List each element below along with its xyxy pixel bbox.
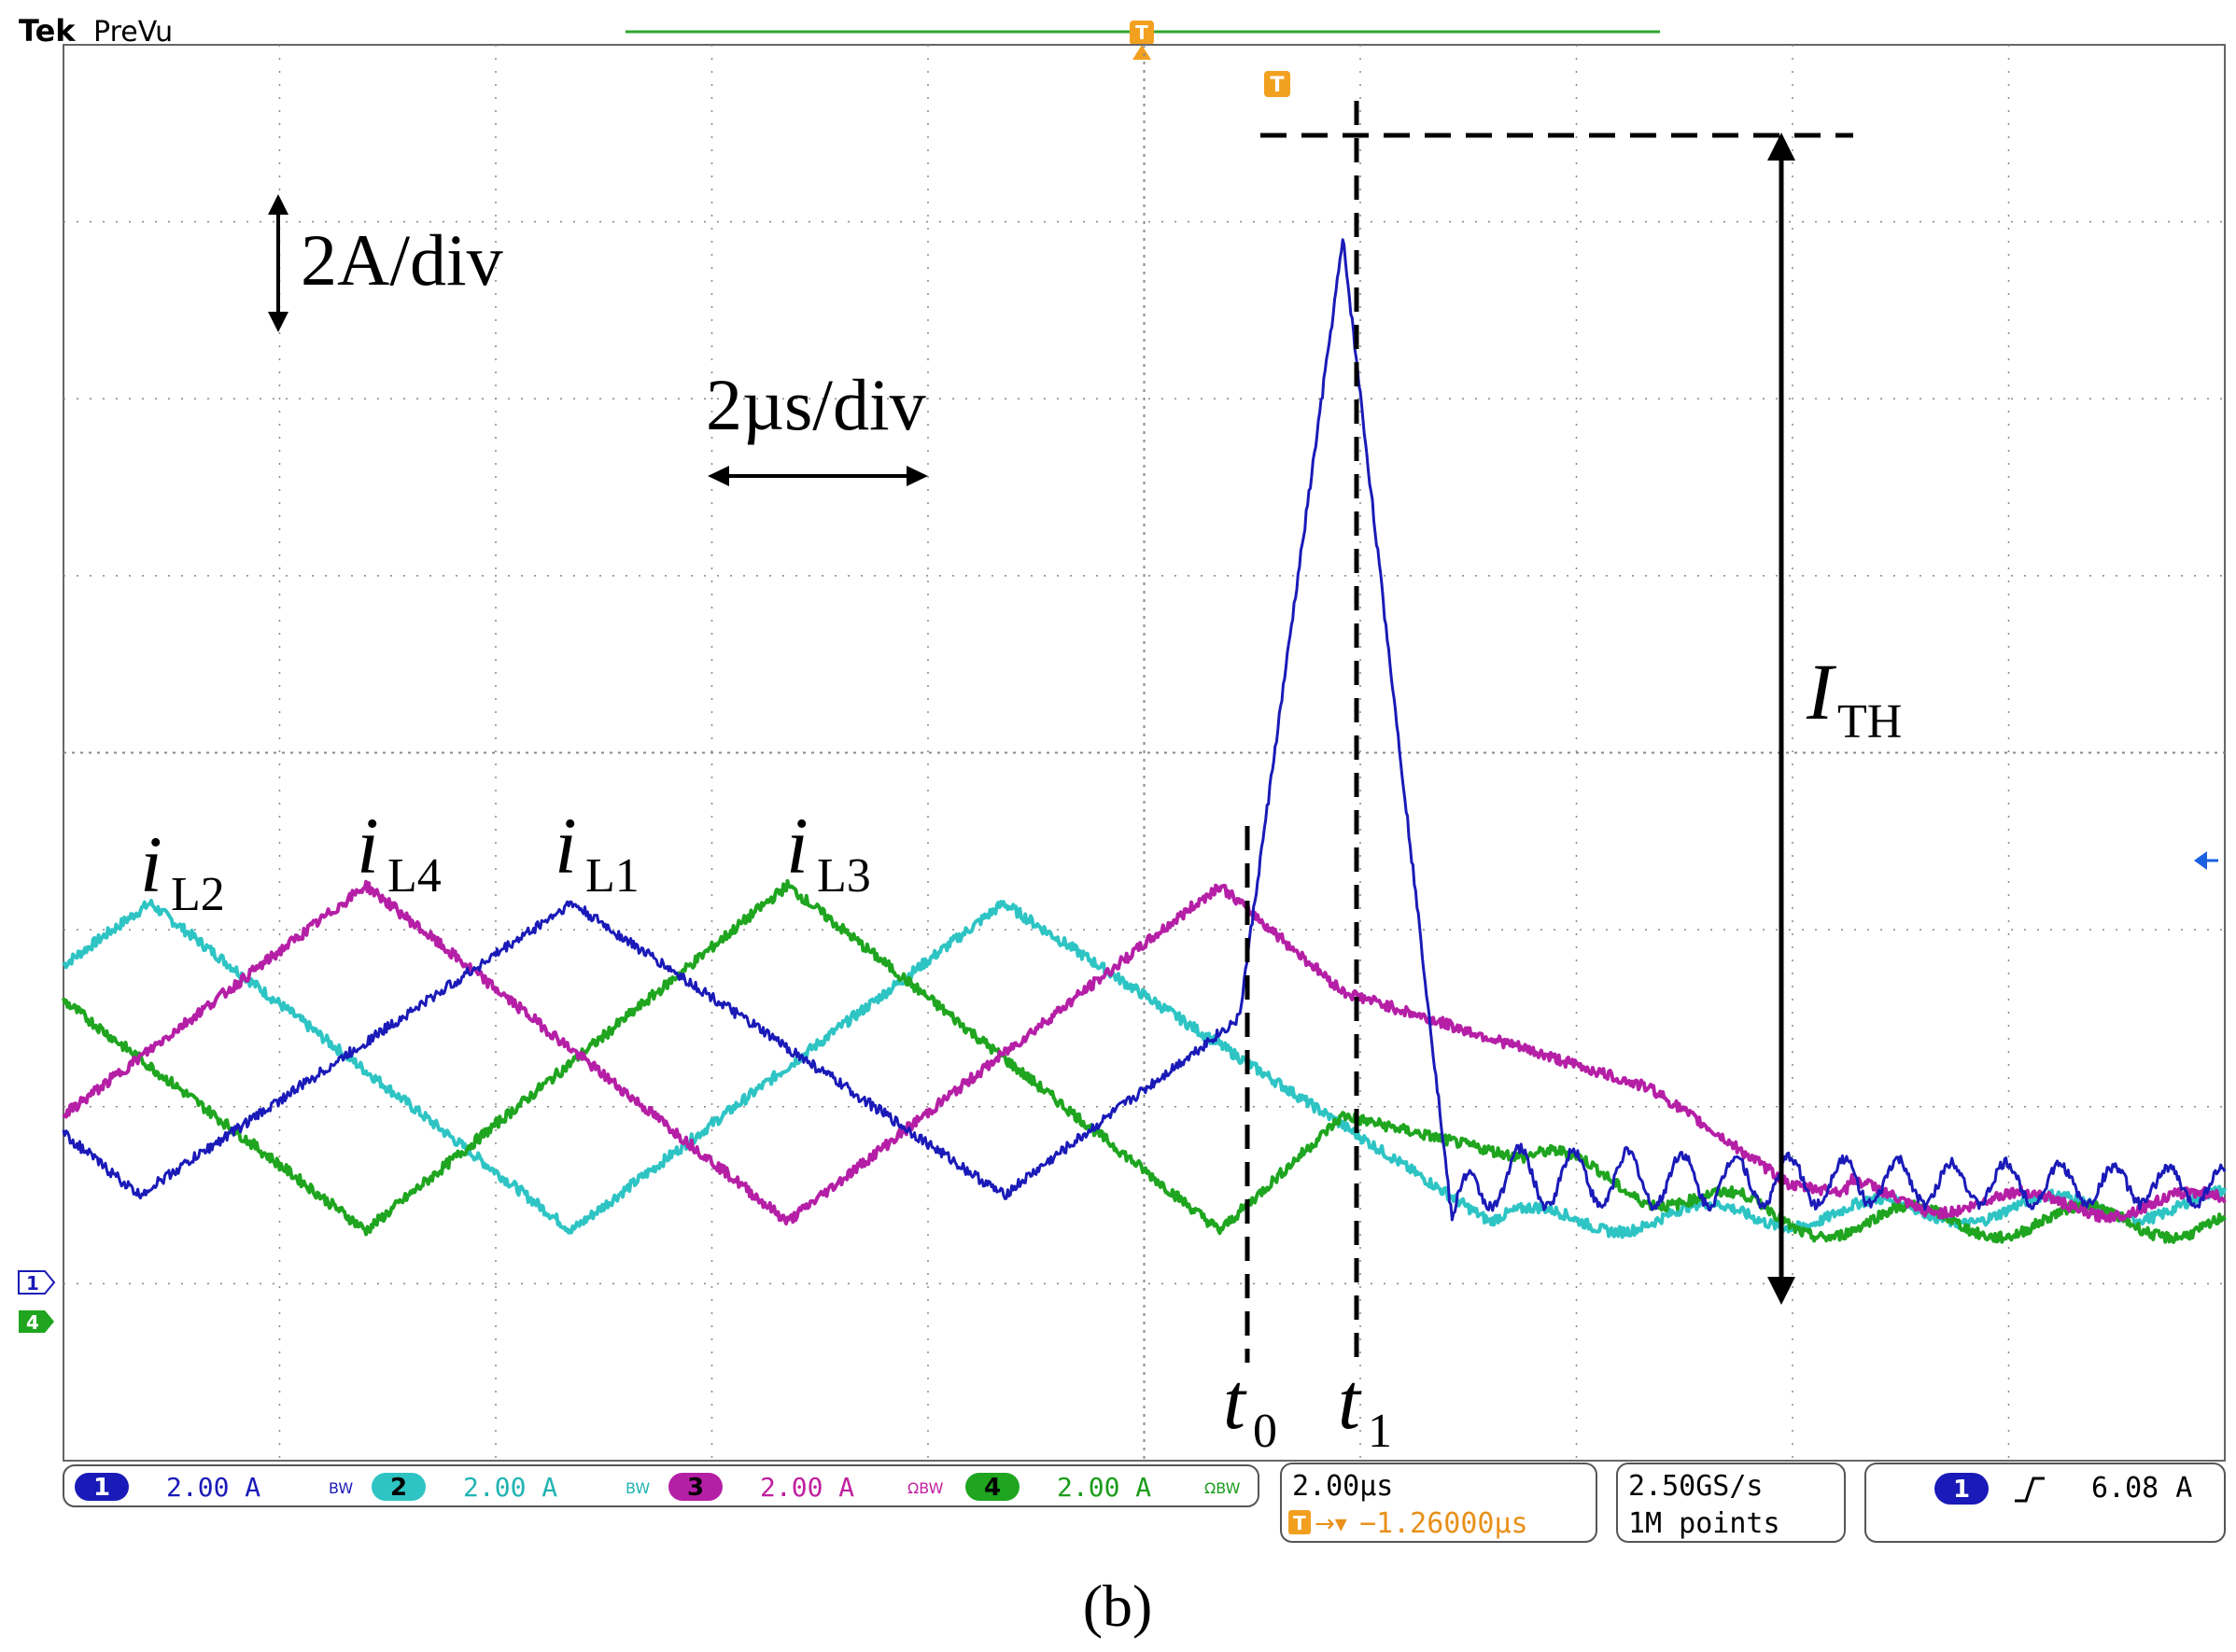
channel-2-scale: 2.00 A (463, 1472, 557, 1503)
trace-il1 (62, 238, 2227, 1222)
channel-3-scale: 2.00 A (760, 1472, 854, 1503)
trace-label-il3-subscript: L3 (817, 849, 871, 903)
svg-text:→▾: →▾ (1315, 1510, 1347, 1538)
trace-label-il2-symbol: i (140, 819, 162, 909)
channel-1-scale: 2.00 A (166, 1472, 260, 1503)
svg-text:T: T (1270, 74, 1284, 97)
trace-label-il4-subscript: L4 (387, 849, 442, 903)
record-length: 1M points (1628, 1507, 1780, 1540)
channel-1-badge (75, 1473, 129, 1501)
threshold-symbol: I (1806, 647, 1836, 736)
trace-il4 (62, 879, 2227, 1225)
channel-2-badge (372, 1473, 426, 1501)
mode-label: PreVu (93, 16, 173, 49)
svg-text:T: T (1293, 1512, 1306, 1534)
channel-4-badge (965, 1473, 1020, 1501)
horizontal-scale-label: 2µs/div (706, 364, 926, 445)
horizontal-scale-arrow (708, 466, 928, 486)
channel-3-flags: ΩBW (907, 1479, 944, 1497)
svg-text:1: 1 (26, 1272, 39, 1295)
channel-3-badge (668, 1473, 723, 1501)
threshold-subscript: TH (1837, 695, 1902, 749)
t0-subscript: 0 (1253, 1405, 1277, 1458)
vertical-scale-arrow (268, 194, 288, 332)
figure-caption: (b) (1083, 1573, 1153, 1639)
waveform-area (62, 238, 2227, 1244)
svg-text:T: T (1135, 21, 1148, 44)
trigger-point-marker: T (1264, 71, 1290, 97)
brand-label: Tek (19, 13, 76, 49)
acquisition-box (1616, 1463, 1846, 1543)
ch1-ground-marker: 1 (18, 1270, 56, 1295)
channel-4-number: 4 (984, 1474, 1001, 1502)
channel-2-number: 2 (390, 1474, 407, 1502)
trace-label-il1-symbol: i (555, 801, 577, 890)
trigger-source: 1 (1953, 1476, 1970, 1504)
t1-symbol: t (1338, 1356, 1362, 1446)
trigger-offset-icon: T →▾ (1288, 1510, 1347, 1538)
t0-symbol: t (1223, 1356, 1247, 1446)
timebase-trigger-position: −1.26000µs (1359, 1507, 1528, 1540)
trigger-position-marker: T (1130, 21, 1154, 60)
t1-subscript: 1 (1368, 1405, 1392, 1458)
threshold-arrow (1767, 133, 1795, 1305)
channel-4-flags: ΩBW (1204, 1479, 1241, 1497)
trigger-level-arrow (2194, 851, 2218, 870)
trace-label-il2-subscript: L2 (171, 868, 225, 921)
timebase-per-div: 2.00µs (1292, 1470, 1393, 1503)
trigger-source-badge (1934, 1473, 1989, 1505)
trace-label-il3-symbol: i (786, 801, 809, 890)
ch4-ground-marker: 4 (19, 1310, 54, 1334)
vertical-scale-label: 2A/div (301, 219, 503, 301)
trace-label-il4-symbol: i (357, 801, 379, 890)
trace-il3 (62, 878, 2227, 1244)
channel-3-number: 3 (687, 1474, 704, 1502)
timebase-box (1280, 1463, 1597, 1543)
sample-rate: 2.50GS/s (1628, 1470, 1764, 1503)
channel-2-flags: BW (626, 1479, 650, 1497)
channel-1-number: 1 (93, 1474, 110, 1502)
rising-edge-icon (2015, 1477, 2045, 1503)
svg-text:4: 4 (26, 1311, 39, 1334)
trigger-level: 6.08 A (2091, 1472, 2192, 1505)
channel-4-scale: 2.00 A (1057, 1472, 1151, 1503)
channel-1-flags: BW (329, 1479, 353, 1497)
channel-readout-bar (63, 1464, 1259, 1507)
trace-label-il1-subscript: L1 (585, 849, 640, 903)
